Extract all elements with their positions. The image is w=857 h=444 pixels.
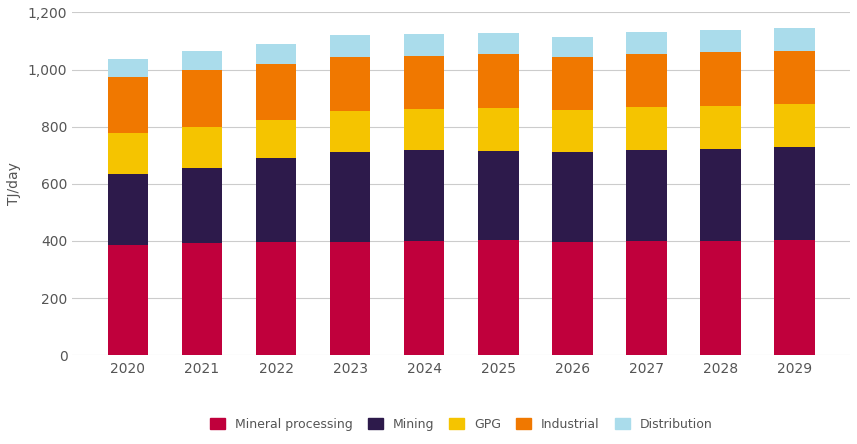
Bar xyxy=(774,51,815,104)
Bar xyxy=(330,57,370,111)
Bar xyxy=(404,241,445,355)
Bar xyxy=(478,151,518,240)
Bar xyxy=(552,242,592,355)
Bar xyxy=(330,242,370,355)
Bar xyxy=(552,37,592,57)
Bar xyxy=(108,77,148,133)
Bar xyxy=(108,174,148,245)
Bar xyxy=(255,44,297,64)
Bar xyxy=(255,64,297,119)
Bar xyxy=(255,242,297,355)
Bar xyxy=(478,33,518,54)
Bar xyxy=(330,35,370,57)
Bar xyxy=(182,51,222,70)
Bar xyxy=(552,152,592,242)
Bar xyxy=(255,158,297,242)
Bar xyxy=(182,168,222,243)
Bar xyxy=(626,107,667,150)
Bar xyxy=(700,106,740,149)
Bar xyxy=(182,70,222,127)
Bar xyxy=(330,111,370,152)
Bar xyxy=(774,104,815,147)
Bar xyxy=(108,245,148,355)
Bar xyxy=(255,119,297,158)
Bar xyxy=(774,28,815,51)
Bar xyxy=(108,59,148,77)
Bar xyxy=(774,147,815,240)
Bar xyxy=(404,56,445,109)
Bar xyxy=(182,127,222,168)
Bar xyxy=(404,35,445,56)
Bar xyxy=(700,30,740,52)
Bar xyxy=(700,52,740,106)
Bar xyxy=(404,109,445,150)
Bar xyxy=(478,54,518,108)
Bar xyxy=(700,241,740,355)
Bar xyxy=(626,150,667,241)
Bar xyxy=(182,243,222,355)
Bar xyxy=(478,108,518,151)
Bar xyxy=(774,240,815,355)
Bar xyxy=(330,152,370,242)
Bar xyxy=(552,110,592,152)
Legend: Mineral processing, Mining, GPG, Industrial, Distribution: Mineral processing, Mining, GPG, Industr… xyxy=(205,413,717,436)
Bar xyxy=(626,32,667,54)
Bar xyxy=(478,240,518,355)
Bar xyxy=(108,133,148,174)
Bar xyxy=(404,150,445,241)
Bar xyxy=(552,57,592,110)
Bar xyxy=(626,241,667,355)
Bar xyxy=(700,149,740,241)
Bar xyxy=(626,54,667,107)
Y-axis label: TJ/day: TJ/day xyxy=(7,163,21,205)
